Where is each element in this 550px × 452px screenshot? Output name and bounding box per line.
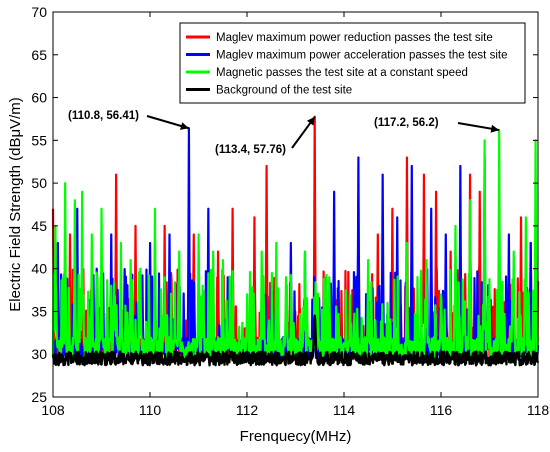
x-tick-label: 118 [527, 402, 550, 418]
plot-frame [52, 11, 539, 398]
y-tick-label: 70 [31, 4, 47, 20]
y-tick-label: 55 [31, 132, 47, 148]
y-tick-label: 50 [31, 175, 47, 191]
y-axis-label: Electric Field Strength (dBμV/m) [7, 97, 24, 312]
annotation-arrowhead [306, 116, 315, 126]
annotation-arrowhead [490, 124, 500, 133]
annotations: (110.8, 56.41) (113.4, 57.76) (117.2, 56.2… [68, 110, 500, 156]
series-traces [51, 115, 540, 367]
annotation-arrowhead [180, 122, 189, 130]
annotation-label: (113.4, 57.76) [215, 144, 286, 156]
axis-ticks: 108 110 112 114 116 118 25 30 35 40 45 50 55 60 65 70 [31, 4, 549, 418]
x-tick-label: 114 [333, 402, 356, 418]
legend-entry: Maglev maximum power acceleration passes… [216, 50, 507, 62]
annotation-label: (117.2, 56.2) [374, 117, 439, 129]
legend-box [179, 22, 526, 104]
annotation-label: (110.8, 56.41) [68, 110, 139, 122]
x-tick-label: 112 [236, 402, 259, 418]
legend: Maglev maximum power reduction passes th… [179, 22, 526, 104]
y-tick-label: 45 [31, 218, 47, 234]
y-tick-label: 65 [31, 47, 47, 63]
x-axis-label: Frenquecy(MHz) [240, 428, 352, 445]
y-tick-label: 60 [31, 90, 47, 106]
x-tick-label: 108 [41, 402, 65, 418]
series-line-4 [51, 314, 540, 367]
legend-entry: Magnetic passes the test site at a const… [216, 67, 468, 79]
y-tick-label: 30 [31, 346, 47, 362]
legend-entry: Maglev maximum power reduction passes th… [216, 32, 493, 44]
y-tick-label: 35 [31, 303, 47, 319]
y-tick-label: 40 [31, 261, 47, 277]
x-tick-label: 116 [430, 402, 453, 418]
x-tick-label: 110 [139, 402, 162, 418]
legend-entry: Background of the test site [216, 85, 352, 97]
y-tick-label: 25 [31, 389, 47, 405]
